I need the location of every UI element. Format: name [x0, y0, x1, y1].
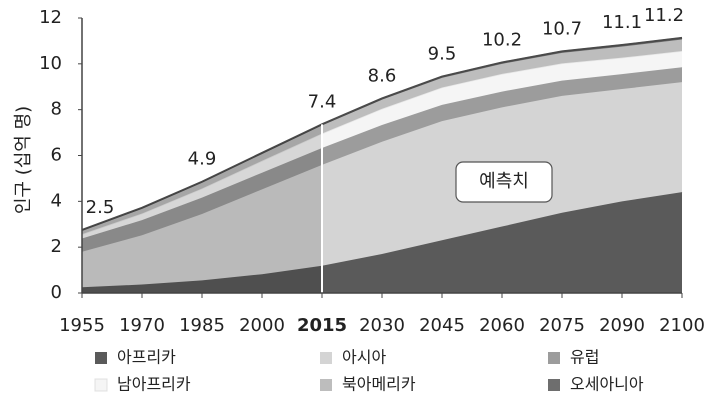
- legend-swatch: [548, 352, 560, 364]
- annotation: 11.2: [644, 5, 684, 26]
- y-tick-label: 2: [51, 236, 62, 257]
- x-tick-label: 2075: [539, 315, 585, 336]
- legend-label: 오세아니아: [570, 375, 644, 394]
- legend-swatch: [320, 352, 332, 364]
- x-tick-label: 2000: [239, 315, 285, 336]
- area-fill: [82, 67, 682, 252]
- annotation: 4.9: [188, 149, 217, 170]
- x-tick-label: 1970: [119, 315, 165, 336]
- forecast-label: 예측치: [479, 171, 529, 192]
- legend-label: 북아메리카: [342, 375, 416, 394]
- x-tick-label: 2060: [479, 315, 525, 336]
- legend-label: 아시아: [342, 348, 386, 367]
- area-fill: [82, 82, 682, 288]
- legend-label: 아프리카: [117, 348, 176, 367]
- annotation: 10.7: [542, 18, 582, 39]
- legend-label: 유럽: [570, 348, 599, 367]
- total-outline: [81, 36, 683, 231]
- x-tick-label: 2030: [359, 315, 405, 336]
- x-tick-label: 2015: [297, 315, 347, 336]
- y-tick-label: 10: [39, 53, 62, 74]
- annotation: 10.2: [482, 29, 522, 50]
- legend-label: 남아프리카: [117, 375, 191, 394]
- x-tick-label: 1955: [59, 315, 105, 336]
- y-tick-label: 8: [51, 99, 62, 120]
- y-tick-label: 0: [51, 282, 62, 303]
- x-tick-label: 2090: [599, 315, 645, 336]
- area-fill: [82, 192, 682, 293]
- annotation: 9.5: [428, 44, 457, 65]
- legend-swatch: [548, 379, 560, 391]
- historical-shade: [82, 124, 322, 293]
- annotation: 7.4: [308, 91, 337, 112]
- legend-swatch: [94, 378, 108, 392]
- y-tick-label: 6: [51, 145, 62, 166]
- annotation: 2.5: [86, 197, 115, 218]
- y-tick-label: 12: [39, 7, 62, 28]
- legend-swatch: [95, 352, 107, 364]
- annotation: 8.6: [368, 65, 397, 86]
- forecast-box: [455, 161, 553, 203]
- x-tick-label: 2045: [419, 315, 465, 336]
- legend-swatch: [320, 379, 332, 391]
- x-tick-label: 2100: [659, 315, 705, 336]
- y-tick-label: 4: [51, 190, 62, 211]
- area-fill: [82, 51, 682, 239]
- y-axis-label: 인구 (십억 명): [13, 106, 34, 214]
- x-tick-label: 1985: [179, 315, 225, 336]
- annotation: 11.1: [602, 12, 642, 33]
